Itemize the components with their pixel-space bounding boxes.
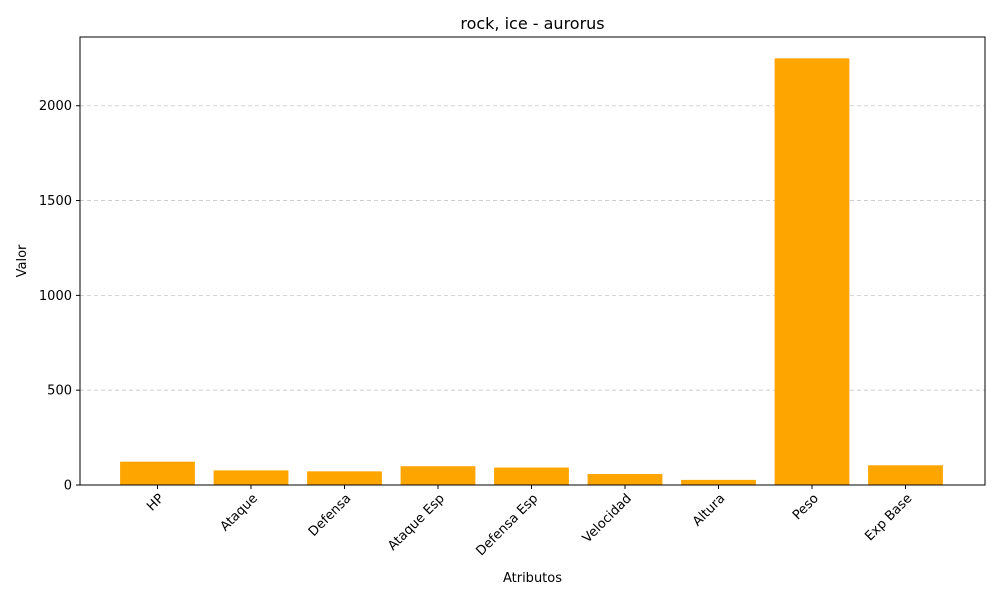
bar-altura — [681, 479, 756, 485]
x-axis-title: Atributos — [503, 571, 562, 586]
bar-ataque — [213, 470, 289, 485]
bar-hp — [120, 461, 195, 485]
bar-ataque-esp — [400, 466, 476, 485]
gridlines — [80, 105, 985, 391]
bar-velocidad — [587, 474, 663, 485]
bar-defensa — [307, 471, 382, 485]
y-tick-label: 500 — [47, 384, 72, 399]
y-tick-label: 1000 — [39, 289, 72, 304]
chart-title: rock, ice - aurorus — [460, 14, 604, 33]
y-tick-label: 2000 — [39, 99, 72, 114]
y-tick-label: 0 — [64, 479, 72, 494]
bar-peso — [774, 58, 850, 485]
bar-defensa-esp — [494, 467, 569, 485]
y-tick-label: 1500 — [39, 194, 72, 209]
y-ticks: 0 500 1000 1500 2000 — [39, 99, 80, 494]
bar-exp-base — [868, 465, 943, 485]
plot-frame — [79, 36, 986, 486]
y-axis-title: Valor — [15, 244, 30, 277]
bars — [120, 58, 943, 485]
